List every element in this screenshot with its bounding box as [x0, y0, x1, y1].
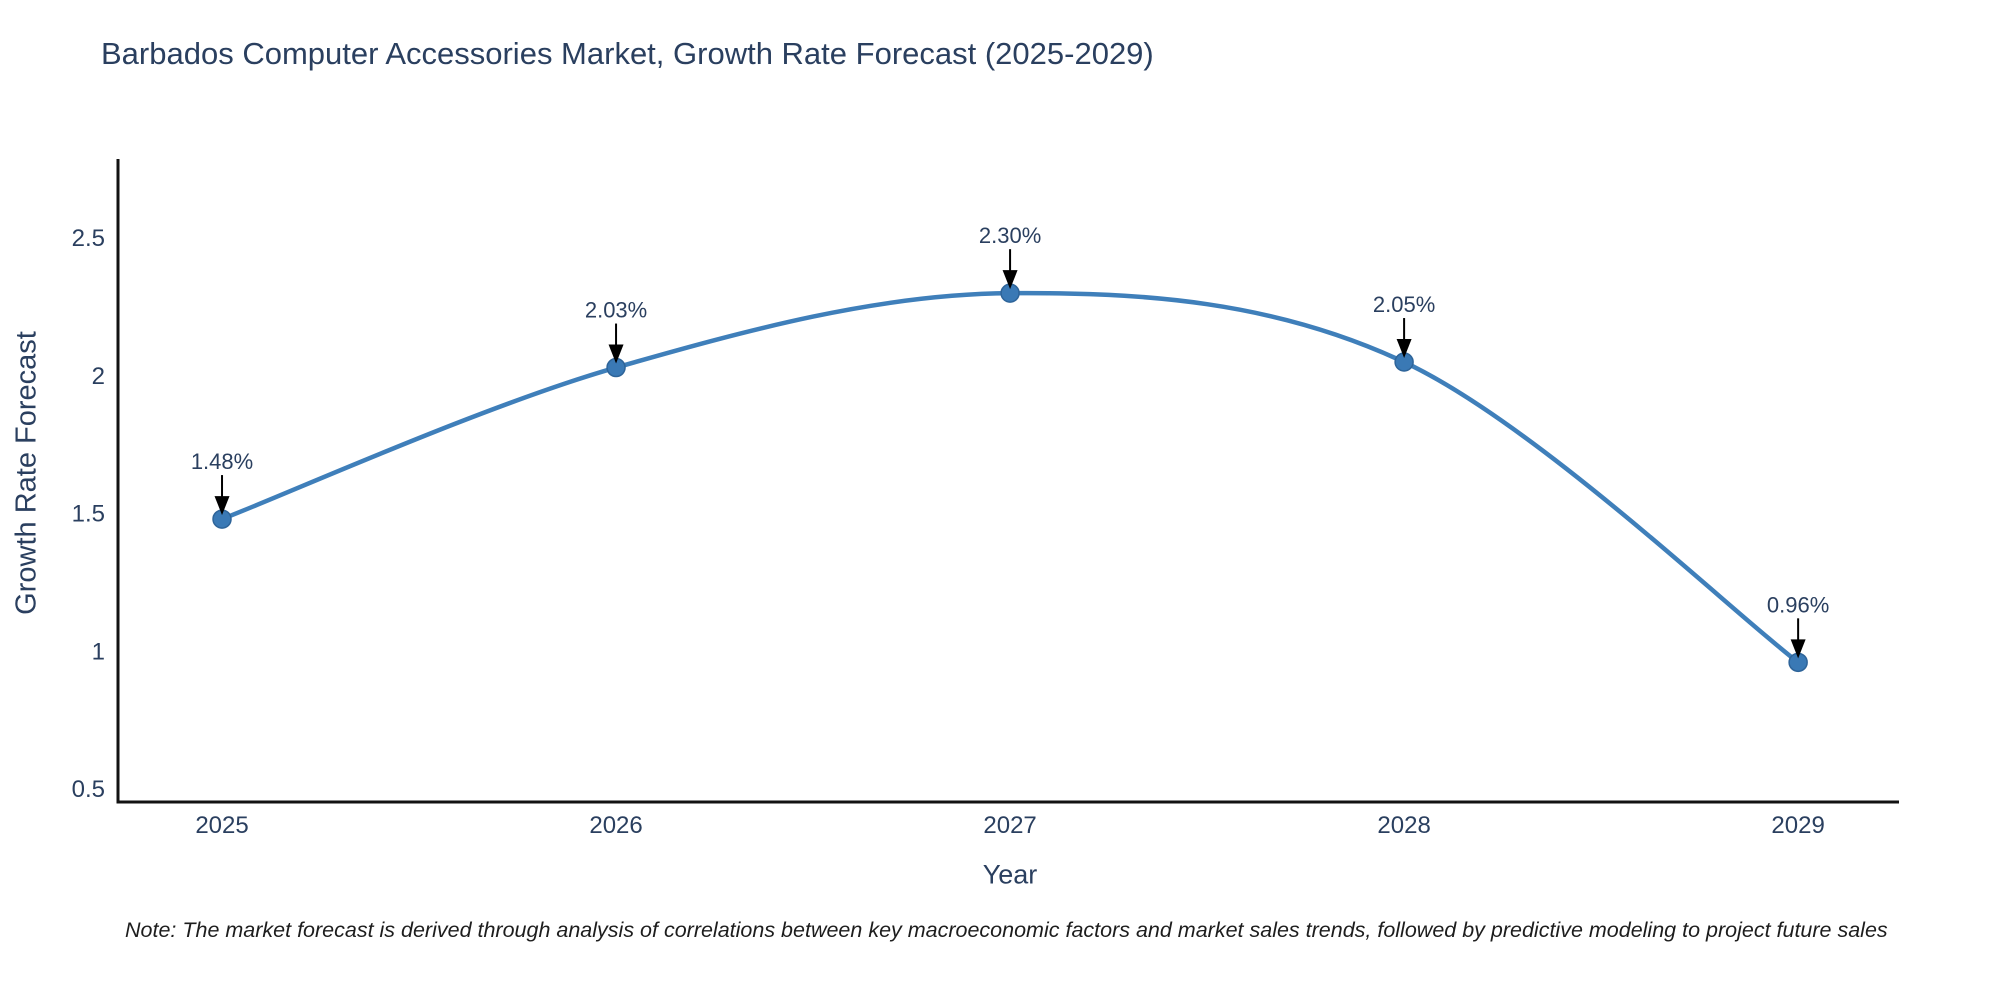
- annotation-label: 0.96%: [1767, 592, 1829, 617]
- x-tick-label: 2026: [589, 812, 642, 839]
- annotation-arrowhead: [214, 496, 230, 516]
- annotation-arrowhead: [608, 344, 624, 364]
- annotation-arrowhead: [1002, 270, 1018, 290]
- x-axis-title: Year: [982, 859, 1038, 890]
- footnote-text: Note: The market forecast is derived thr…: [125, 918, 1888, 942]
- axis-lines: [116, 159, 1899, 804]
- x-tick-label: 2028: [1377, 812, 1430, 839]
- x-tick-label: 2027: [983, 812, 1036, 839]
- x-tick-label: 2029: [1771, 812, 1824, 839]
- line-series: [221, 290, 1800, 665]
- y-tick-label: 1: [92, 638, 105, 665]
- annotation-label: 1.48%: [191, 449, 253, 474]
- y-tick-label: 2.5: [72, 225, 105, 252]
- y-tick-label: 0.5: [72, 776, 105, 803]
- y-tick-label: 1.5: [72, 501, 105, 528]
- annotation-label: 2.05%: [1373, 292, 1435, 317]
- x-tick-label: 2025: [195, 812, 248, 839]
- y-axis-title: Growth Rate Forecast: [10, 331, 43, 615]
- y-tick-label: 2: [92, 363, 105, 390]
- annotation-label: 2.30%: [979, 223, 1041, 248]
- annotation-arrowhead: [1790, 639, 1806, 659]
- annotation-arrowhead: [1396, 339, 1412, 359]
- annotation-label: 2.03%: [585, 298, 647, 323]
- chart-title: Barbados Computer Accessories Market, Gr…: [101, 36, 1154, 71]
